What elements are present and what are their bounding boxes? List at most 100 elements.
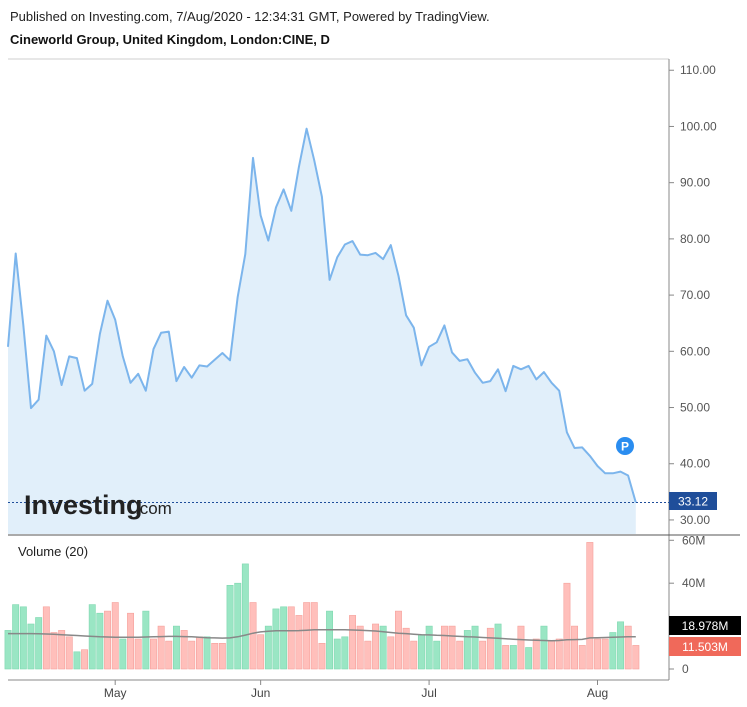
volume-bar <box>203 636 211 670</box>
volume-tick-label: 40M <box>682 576 705 590</box>
volume-bar <box>264 625 272 670</box>
volume-bar <box>73 651 81 670</box>
volume-bar <box>333 638 341 670</box>
volume-bar <box>303 602 311 670</box>
volume-bar <box>548 640 556 670</box>
volume-bar <box>448 625 456 670</box>
volume-bar <box>65 636 73 670</box>
volume-bar <box>150 638 157 670</box>
volume-bar <box>387 636 395 670</box>
volume-bar <box>12 604 20 670</box>
p-marker-circle <box>616 437 634 455</box>
time-tick-label: Jun <box>251 686 270 700</box>
volume-bar <box>356 625 364 670</box>
price-tick-label: 50.00 <box>680 401 710 415</box>
time-tick-label: Aug <box>587 686 608 700</box>
volume-bar <box>410 640 418 670</box>
volume-bar <box>555 638 563 670</box>
volume-bar <box>440 625 448 670</box>
instrument-title: Cineworld Group, United Kingdom, London:… <box>10 32 330 47</box>
volume-bar <box>532 638 540 670</box>
volume-bar <box>173 625 180 670</box>
last-price-tag: 33.12 <box>669 492 717 510</box>
volume-moving-average <box>8 628 636 642</box>
volume-bar <box>372 623 379 670</box>
volume-bar <box>586 542 594 670</box>
logo-domain: .com <box>135 499 172 518</box>
volume-bar <box>486 627 494 670</box>
volume-tag-bg <box>669 616 741 635</box>
volume-bar <box>35 617 43 670</box>
volume-bar <box>180 630 188 670</box>
volume-bar <box>617 621 625 670</box>
time-tick-label: Jul <box>421 686 436 700</box>
volume-bar <box>349 615 356 670</box>
volume-bar <box>601 638 609 670</box>
price-tick-label: 100.00 <box>680 119 717 133</box>
volume-bars <box>4 542 640 670</box>
volume-bar <box>494 623 502 670</box>
volume-ma-tag-bg <box>669 637 741 656</box>
volume-bar <box>257 634 265 670</box>
volume-tag: 18.978M <box>669 616 741 635</box>
volume-bar <box>19 606 27 670</box>
volume-bar <box>417 634 425 670</box>
published-note: Published on Investing.com, 7/Aug/2020 -… <box>10 9 490 24</box>
volume-bar <box>525 647 533 670</box>
price-tick-label: 60.00 <box>680 344 710 358</box>
volume-bar <box>425 625 433 670</box>
volume-bar <box>42 606 50 670</box>
volume-bar <box>81 649 89 670</box>
last-price-tag-bg <box>669 492 717 510</box>
volume-bar <box>563 582 571 670</box>
volume-ma-tag: 11.503M <box>669 637 741 656</box>
volume-bar <box>509 645 517 670</box>
volume-bar <box>609 632 617 670</box>
volume-bar <box>104 610 112 670</box>
volume-bar <box>295 615 303 670</box>
volume-bar <box>211 642 219 670</box>
price-axis: 110.00 100.00 90.00 80.00 70.00 60.00 50.00 40.… <box>669 63 717 527</box>
volume-bar <box>196 636 203 670</box>
volume-bar <box>111 602 119 670</box>
price-line <box>7 127 637 503</box>
volume-bar <box>226 584 234 670</box>
volume-bar <box>50 632 58 670</box>
volume-bar <box>326 610 333 670</box>
volume-bar <box>502 645 510 670</box>
volume-ma-tag-text: 11.503M <box>682 640 728 654</box>
volume-bar <box>632 645 640 670</box>
volume-bar <box>287 606 295 670</box>
volume-bar <box>578 645 586 670</box>
volume-bar <box>134 638 142 670</box>
p-marker[interactable]: P <box>616 437 634 455</box>
volume-bar <box>594 638 602 670</box>
last-price-tag-text: 33.12 <box>678 495 708 509</box>
volume-bar <box>364 640 372 670</box>
volume-bar <box>624 625 632 670</box>
volume-bar <box>517 625 525 670</box>
volume-bar <box>310 602 318 670</box>
volume-bar <box>157 625 165 670</box>
logo-text: Investing <box>24 490 143 520</box>
price-area <box>8 128 636 534</box>
volume-bar <box>127 612 135 670</box>
volume-bar <box>27 623 35 670</box>
price-tick-label: 90.00 <box>680 176 710 190</box>
volume-bar <box>249 602 257 670</box>
volume-bar <box>463 630 471 670</box>
volume-bar <box>4 630 12 670</box>
time-axis: May Jun Jul Aug <box>104 680 608 700</box>
volume-bar <box>471 625 479 670</box>
p-marker-label: P <box>621 440 629 454</box>
price-tick-label: 40.00 <box>680 457 710 471</box>
volume-tag-text: 18.978M <box>682 619 729 633</box>
price-tick-label: 110.00 <box>680 63 716 77</box>
volume-bar <box>318 642 326 670</box>
volume-bar <box>241 563 249 670</box>
volume-bar <box>571 625 579 670</box>
volume-bar <box>218 642 226 670</box>
volume-bar <box>119 638 127 670</box>
volume-tick-label: 0 <box>682 662 689 676</box>
volume-bar <box>394 610 402 670</box>
